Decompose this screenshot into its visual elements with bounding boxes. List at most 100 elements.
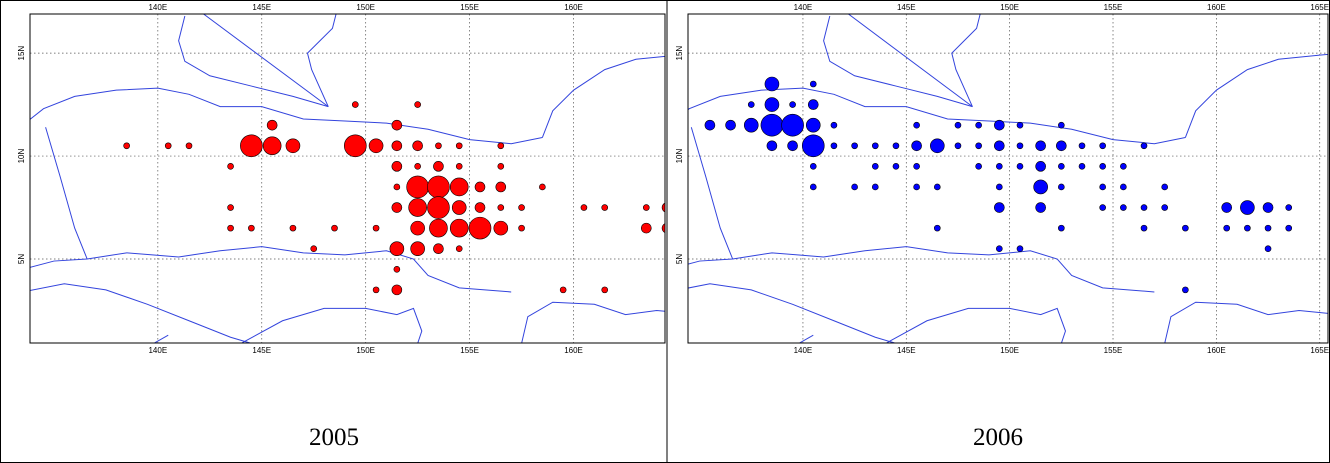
- catch-bubble: [1099, 163, 1106, 170]
- catch-bubble: [331, 224, 338, 232]
- eez-boundary: [688, 283, 897, 343]
- eez-boundary: [153, 334, 169, 343]
- catch-bubble: [368, 138, 384, 154]
- y-tick-label: 15N: [17, 46, 26, 61]
- catch-bubble: [1140, 224, 1148, 232]
- catch-bubble: [1016, 163, 1024, 170]
- eez-boundary: [1164, 301, 1328, 343]
- x-tick-label: 145E: [252, 346, 271, 355]
- catch-bubble: [760, 113, 784, 137]
- catch-bubble: [994, 140, 1005, 152]
- catch-bubble: [975, 163, 982, 170]
- catch-bubble: [406, 175, 429, 199]
- y-tick-label: 15N: [675, 46, 684, 61]
- eez-boundary: [30, 283, 252, 343]
- catch-bubble: [809, 163, 817, 170]
- eez-boundary: [45, 127, 88, 260]
- catch-bubble: [429, 218, 448, 238]
- catch-bubble: [743, 117, 759, 133]
- x-tick-label: 140E: [148, 3, 167, 12]
- x-tick-label: 150E: [356, 3, 375, 12]
- catch-bubble: [497, 142, 505, 150]
- catch-bubble: [1262, 202, 1274, 213]
- catch-bubble: [391, 284, 403, 296]
- catch-bubble: [640, 222, 652, 234]
- catch-bubble: [851, 142, 858, 150]
- catch-bubble: [449, 218, 469, 238]
- catch-bubble: [809, 80, 817, 88]
- catch-bubble: [661, 223, 665, 233]
- catch-bubble: [1120, 163, 1127, 170]
- x-tick-label: 160E: [564, 3, 583, 12]
- catch-bubble: [391, 161, 403, 172]
- map-area: [30, 14, 665, 343]
- catch-bubble: [393, 265, 401, 273]
- catch-bubble: [372, 286, 380, 294]
- catch-bubble: [391, 119, 403, 131]
- catch-bubble: [661, 202, 665, 213]
- catch-bubble: [393, 183, 401, 191]
- catch-bubble: [1120, 183, 1127, 191]
- catch-bubble: [410, 241, 425, 257]
- catch-bubble: [518, 224, 525, 232]
- x-tick-label: 140E: [794, 3, 813, 12]
- x-tick-label: 165E: [1310, 346, 1329, 355]
- catch-bubble: [391, 140, 403, 152]
- eez-boundary: [521, 301, 665, 343]
- catch-bubble: [1035, 202, 1046, 213]
- map-panel: 140E 140E 145E 145E 150E 150E 155E 155E 160E 160E…: [675, 3, 1329, 355]
- year-caption: 2005: [309, 424, 359, 451]
- catch-bubble: [954, 142, 962, 150]
- map-area: [688, 14, 1328, 343]
- catch-bubble: [164, 142, 172, 150]
- catch-bubble: [408, 198, 427, 217]
- catch-bubble: [539, 183, 546, 191]
- catch-bubble: [414, 101, 421, 108]
- catch-bubble: [1221, 202, 1233, 213]
- catch-bubble: [310, 245, 318, 253]
- eez-boundary: [30, 87, 543, 145]
- catch-bubble: [414, 163, 421, 170]
- catch-bubble: [871, 183, 879, 191]
- catch-bubble: [240, 134, 263, 158]
- eez-boundary: [848, 14, 973, 108]
- catch-bubble: [892, 142, 900, 150]
- catch-bubble: [1140, 142, 1148, 150]
- catch-bubble: [1016, 142, 1024, 150]
- x-tick-label: 140E: [794, 346, 813, 355]
- x-tick-label: 140E: [148, 346, 167, 355]
- catch-bubble: [725, 119, 736, 131]
- catch-bubble: [433, 243, 444, 255]
- catch-bubble: [455, 142, 463, 150]
- catch-bubble: [1244, 224, 1251, 232]
- catch-bubble: [1058, 224, 1065, 232]
- catch-bubble: [787, 140, 798, 152]
- catch-bubble: [248, 224, 255, 232]
- catch-bubble: [285, 138, 301, 154]
- eez-boundary: [951, 14, 981, 107]
- catch-bubble: [497, 163, 505, 170]
- catch-bubble: [1035, 140, 1046, 152]
- catch-bubble: [1264, 245, 1272, 253]
- catch-bubble: [289, 224, 297, 232]
- catch-bubble: [474, 181, 486, 193]
- catch-bubble: [451, 200, 467, 215]
- x-tick-label: 155E: [460, 346, 479, 355]
- y-tick-label: 10N: [17, 149, 26, 164]
- eez-boundary: [1184, 53, 1328, 138]
- catch-bubble: [1056, 140, 1067, 152]
- x-tick-label: 160E: [1207, 3, 1226, 12]
- catch-bubble: [781, 113, 804, 137]
- eez-boundary: [885, 307, 1066, 343]
- x-tick-label: 160E: [564, 346, 583, 355]
- catch-bubble: [266, 119, 278, 131]
- eez-boundary: [541, 55, 665, 138]
- eez-boundary: [30, 246, 512, 293]
- catch-bubble: [227, 204, 234, 211]
- catch-bubble: [764, 76, 780, 92]
- catch-bubble: [766, 140, 778, 152]
- catch-bubble: [789, 101, 796, 108]
- catch-bubble: [227, 163, 234, 170]
- catch-bubble: [1016, 121, 1024, 129]
- catch-bubble: [1058, 183, 1065, 191]
